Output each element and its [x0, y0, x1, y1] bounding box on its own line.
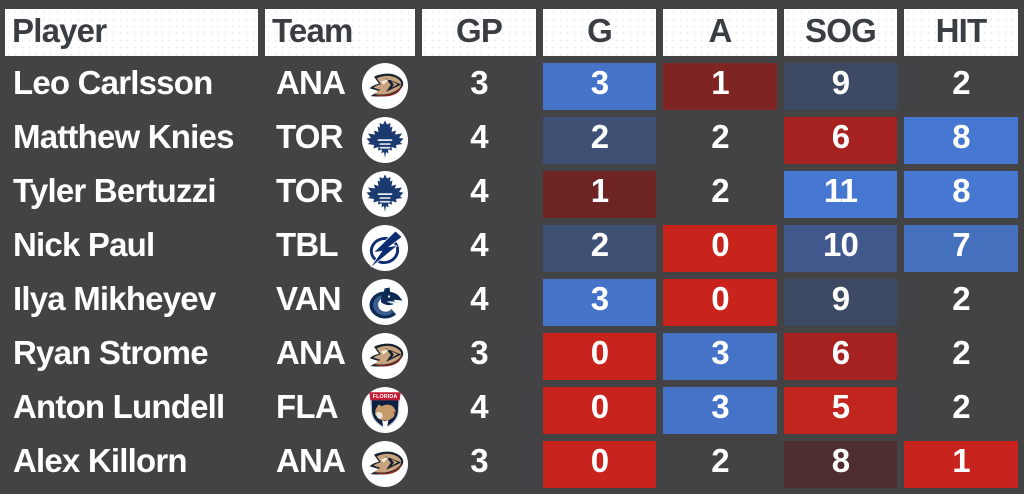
- svg-text:FLORIDA: FLORIDA: [373, 394, 398, 400]
